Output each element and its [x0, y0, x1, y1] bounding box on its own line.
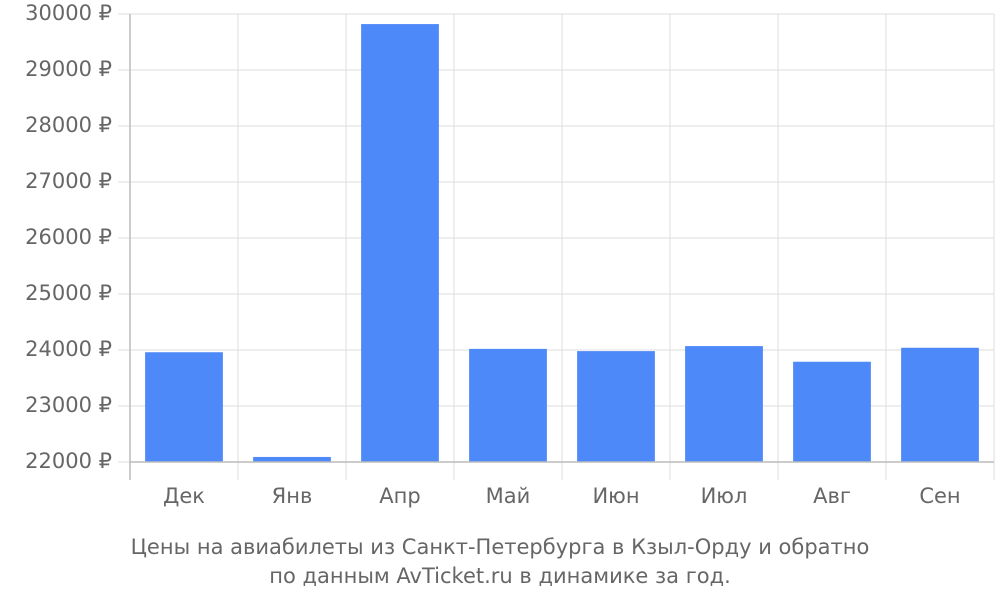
x-tick-label: Апр — [379, 484, 420, 508]
y-tick-label: 27000 ₽ — [25, 169, 112, 193]
bar — [253, 456, 331, 462]
chart-subtitle: по данным AvTicket.ru в динамике за год. — [269, 564, 731, 588]
bar — [145, 352, 223, 462]
x-tick-label: Дек — [163, 484, 205, 508]
y-tick-label: 24000 ₽ — [25, 337, 112, 361]
y-tick-label: 29000 ₽ — [25, 57, 112, 81]
y-tick-label: 25000 ₽ — [25, 281, 112, 305]
bar — [361, 24, 439, 463]
bar — [685, 346, 763, 462]
y-tick-label: 23000 ₽ — [25, 393, 112, 417]
y-tick-label: 22000 ₽ — [25, 449, 112, 473]
x-tick-label: Янв — [272, 484, 313, 508]
x-tick-label: Май — [486, 484, 531, 508]
y-tick-label: 30000 ₽ — [25, 1, 112, 25]
bar — [901, 347, 979, 462]
y-tick-label: 26000 ₽ — [25, 225, 112, 249]
x-tick-label: Июл — [701, 484, 748, 508]
bar — [469, 348, 547, 462]
y-tick-label: 28000 ₽ — [25, 113, 112, 137]
bar — [577, 351, 655, 462]
x-tick-label: Июн — [592, 484, 639, 508]
x-tick-label: Авг — [813, 484, 851, 508]
x-tick-label: Сен — [919, 484, 960, 508]
chart-title: Цены на авиабилеты из Санкт-Петербурга в… — [131, 535, 870, 559]
bar — [793, 361, 871, 462]
